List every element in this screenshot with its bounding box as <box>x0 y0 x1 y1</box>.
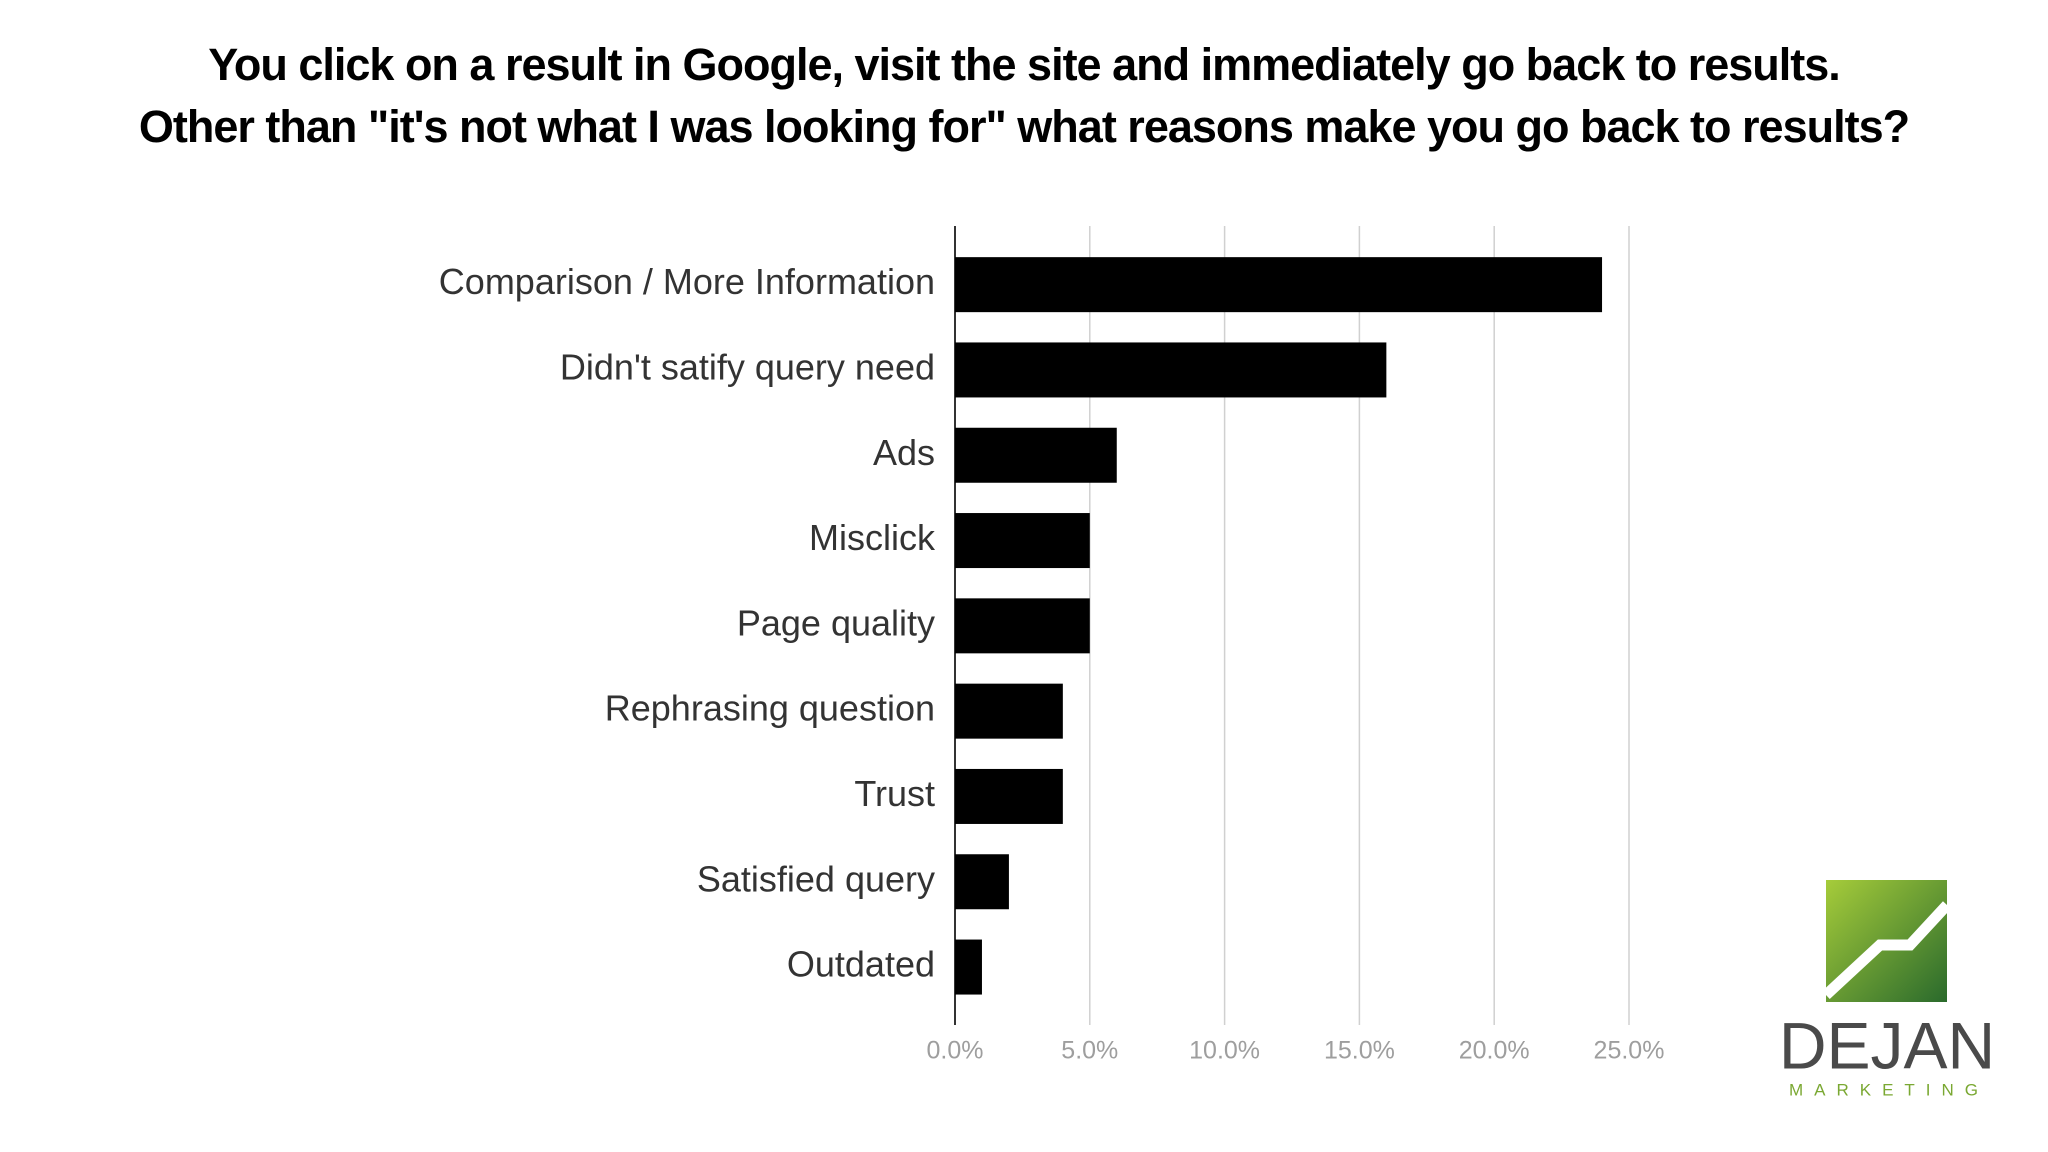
y-tick-label: Page quality <box>737 602 935 643</box>
bar <box>955 768 1063 824</box>
y-tick-label: Satisfied query <box>697 858 935 899</box>
bar <box>955 342 1387 398</box>
x-tick-label: 15.0% <box>1324 1037 1395 1065</box>
logo-tagline: MARKETING <box>1789 1080 1989 1099</box>
bar <box>955 427 1117 483</box>
y-tick-label: Rephrasing question <box>605 688 935 729</box>
chart-title: Other than "it's not what I was looking … <box>139 101 1909 152</box>
y-tick-label: Misclick <box>809 517 936 558</box>
logo: DEJAN MARKETING <box>1779 880 1995 1099</box>
logo-name: DEJAN <box>1779 1008 1995 1082</box>
y-tick-label: Trust <box>854 773 935 814</box>
x-tick-label: 0.0% <box>927 1037 984 1065</box>
bar <box>955 939 982 995</box>
bar <box>955 513 1090 569</box>
logo-line <box>1822 901 1952 1000</box>
x-tick-label: 10.0% <box>1189 1037 1260 1065</box>
y-tick-label: Comparison / More Information <box>439 261 935 302</box>
x-tick-label: 20.0% <box>1459 1037 1530 1065</box>
bar <box>955 854 1009 910</box>
y-tick-label: Ads <box>873 432 935 473</box>
y-tick-label: Outdated <box>787 944 935 985</box>
bar <box>955 598 1090 654</box>
y-tick-label: Didn't satify query need <box>560 346 935 387</box>
chart-title: You click on a result in Google, visit t… <box>208 39 1840 90</box>
x-tick-label: 5.0% <box>1061 1037 1118 1065</box>
x-tick-label: 25.0% <box>1594 1037 1665 1065</box>
bar <box>955 257 1603 313</box>
bar <box>955 683 1063 739</box>
